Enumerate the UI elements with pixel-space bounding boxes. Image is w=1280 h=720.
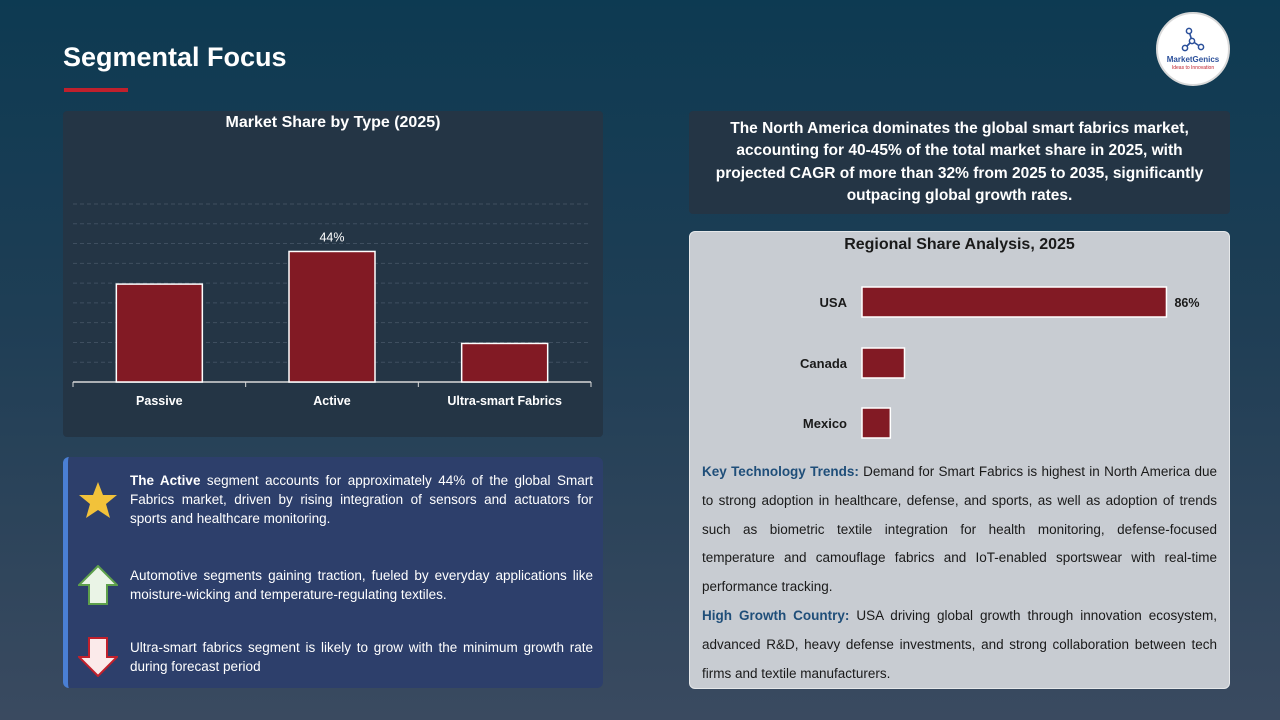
- insights-panel: The Active segment accounts for approxim…: [63, 457, 603, 688]
- star-icon: [76, 478, 120, 522]
- insight-item-automotive: Automotive segments gaining traction, fu…: [76, 563, 593, 607]
- arrow-up-icon: [76, 563, 120, 607]
- type-chart-panel: Market Share by Type (2025) Passive Activ…: [63, 111, 603, 437]
- x-tick-label: Active: [313, 394, 351, 408]
- trends-text: Key Technology Trends: Demand for Smart …: [702, 458, 1217, 688]
- growth-country-paragraph: High Growth Country: USA driving global …: [702, 602, 1217, 688]
- region-panel: Regional Share Analysis, 2025 USA 86% Cana…: [689, 231, 1230, 689]
- growth-country-label: High Growth Country:: [702, 607, 850, 623]
- region-chart-title: Regional Share Analysis, 2025: [844, 236, 1075, 253]
- y-tick-label: Mexico: [803, 416, 847, 431]
- insight-item-active: The Active segment accounts for approxim…: [76, 471, 593, 528]
- summary-box: The North America dominates the global s…: [689, 111, 1230, 214]
- key-trends-paragraph: Key Technology Trends: Demand for Smart …: [702, 458, 1217, 602]
- arrow-down-icon: [76, 635, 120, 679]
- y-tick-label: Canada: [800, 356, 848, 371]
- title-underline: [64, 88, 128, 92]
- logo-tagline: Ideas to Innovation: [1171, 65, 1215, 71]
- bar-active: [288, 250, 376, 383]
- x-tick-label: Passive: [136, 394, 183, 408]
- insight-item-ultra-smart: Ultra-smart fabrics segment is likely to…: [76, 635, 593, 679]
- growth-country-text: USA driving global growth through innova…: [702, 607, 1217, 681]
- insight-text-automotive: Automotive segments gaining traction, fu…: [130, 568, 593, 602]
- region-bar-chart: USA 86% Canada Mexico: [800, 286, 1199, 439]
- page-title: Segmental Focus: [63, 42, 287, 72]
- x-tick-label: Ultra-smart Fabrics: [447, 394, 562, 408]
- bar-passive: [115, 283, 204, 383]
- bar-canada: [861, 347, 906, 379]
- insight-text-active: The Active segment accounts for approxim…: [130, 473, 593, 526]
- bar-usa: [861, 286, 1168, 318]
- summary-text: The North America dominates the global s…: [715, 119, 1204, 205]
- y-tick-label: USA: [820, 295, 848, 310]
- bar-mexico: [861, 407, 892, 439]
- network-logo-icon: [1181, 27, 1205, 52]
- data-label: 44%: [319, 230, 344, 244]
- insight-text-ultra-smart: Ultra-smart fabrics segment is likely to…: [130, 640, 593, 674]
- key-trends-text: Demand for Smart Fabrics is highest in N…: [702, 464, 1217, 595]
- key-trends-label: Key Technology Trends:: [702, 464, 859, 479]
- type-bar-chart: Passive Active 44% Ultra-smart Fabrics: [72, 203, 592, 408]
- logo-name: MarketGenics: [1166, 55, 1220, 64]
- type-chart-title: Market Share by Type (2025): [225, 114, 441, 131]
- bar-ultra-smart-fabrics: [460, 342, 549, 383]
- company-logo: MarketGenics Ideas to Innovation: [1156, 12, 1230, 86]
- data-label: 86%: [1174, 296, 1199, 310]
